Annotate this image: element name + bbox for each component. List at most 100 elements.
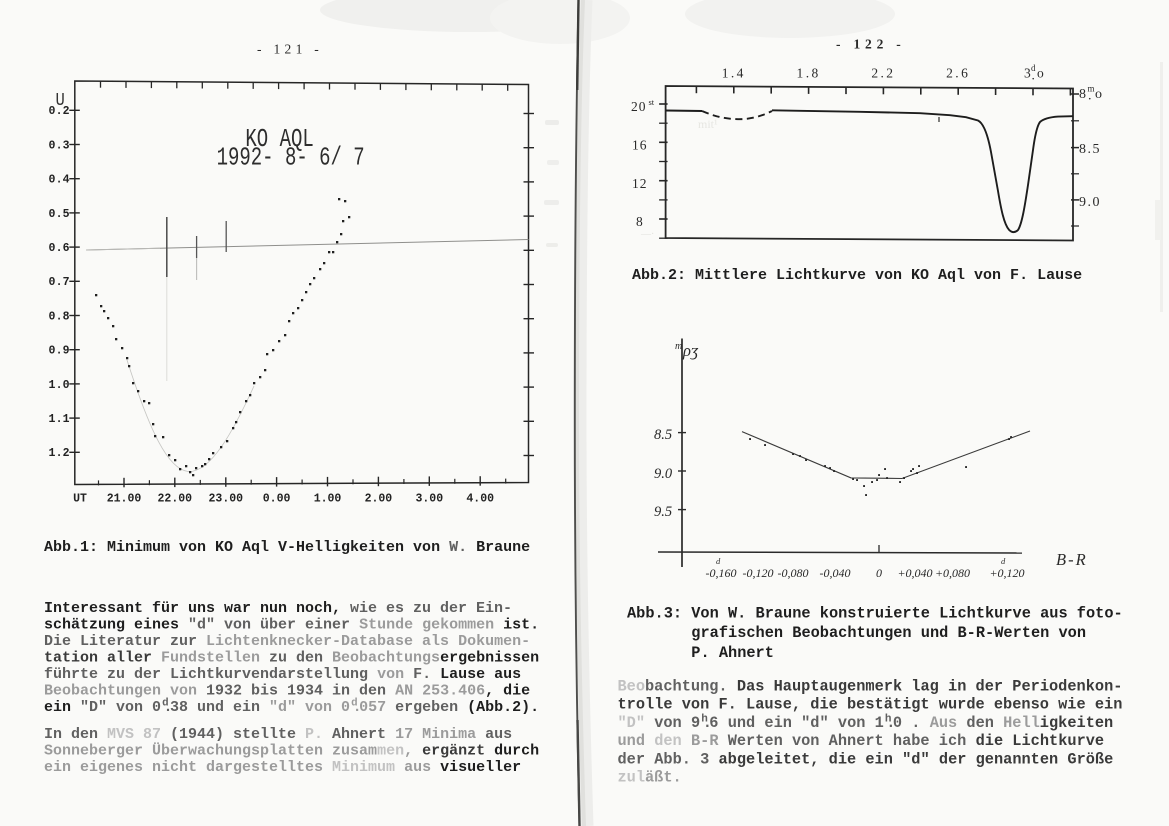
svg-text:der Abb. 3: der Abb. 3: [618, 750, 719, 768]
svg-text:Fundstellen: Fundstellen: [161, 650, 269, 667]
svg-text:.: .: [164, 699, 173, 716]
svg-text:, die: , die: [485, 683, 530, 700]
svg-text:"D": "D": [618, 714, 655, 732]
svg-text:0: 0: [876, 566, 882, 580]
svg-text:trolle von F. Lause, die bestä: trolle von F. Lause, die bestätigt wurde…: [618, 696, 1123, 714]
svg-text:schätzung eines: schätzung eines: [44, 617, 188, 634]
svg-text:U: U: [56, 91, 65, 112]
svg-text:9.0: 9.0: [654, 466, 673, 482]
svg-text:o: o: [1095, 87, 1102, 102]
svg-text:0.5: 0.5: [48, 208, 69, 221]
svg-text:057: 057: [359, 699, 395, 716]
svg-text:zul: zul: [618, 769, 646, 787]
svg-text:"d" von über einer: "d" von über einer: [188, 617, 359, 634]
svg-text:0 .: 0 .: [893, 714, 930, 732]
svg-text:Ahnert: Ahnert: [332, 726, 395, 743]
svg-text:durch: durch: [494, 743, 539, 760]
svg-text:+0,080: +0,080: [935, 566, 970, 580]
svg-text:9.5: 9.5: [654, 504, 672, 520]
svg-text:3: 3: [1024, 66, 1031, 81]
svg-text:1.2: 1.2: [48, 447, 69, 460]
svg-text:23.00: 23.00: [209, 493, 244, 506]
svg-text:0.9: 0.9: [48, 345, 69, 358]
svg-text:1: 1: [875, 714, 884, 732]
svg-text:Abb.3: Von W. Braune konstruie: Abb.3: Von W. Braune konstruierte Lichtk…: [627, 605, 1123, 623]
svg-text:bachtung.: bachtung.: [645, 678, 737, 696]
svg-text:B-R: B-R: [1056, 550, 1088, 569]
svg-text:ein: ein: [44, 699, 80, 716]
svg-text:Beobachtungs: Beobachtungs: [332, 650, 440, 667]
svg-text:nicht: nicht: [152, 759, 206, 776]
svg-text:Beobachtungen von: Beobachtungen von: [44, 683, 206, 700]
svg-text:Stunde gekommen: Stunde gekommen: [359, 617, 503, 634]
svg-text:zusam: zusam: [332, 743, 377, 760]
svg-text:1.8: 1.8: [797, 66, 821, 81]
svg-text:-0,160: -0,160: [706, 566, 737, 580]
svg-text:d: d: [1001, 556, 1006, 566]
svg-text:.: .: [703, 714, 712, 732]
svg-text:igkeiten: igkeiten: [1040, 714, 1113, 732]
svg-text:UT: UT: [73, 493, 87, 506]
svg-text:Lichtkurvendarstellung: Lichtkurvendarstellung: [170, 666, 368, 683]
svg-text:Werten von Ahnert: Werten von Ahnert: [728, 732, 893, 750]
svg-text:men: men: [377, 743, 404, 760]
svg-text:- 121 -: - 121 -: [257, 42, 323, 57]
svg-text:KO AQL: KO AQL: [245, 124, 313, 154]
svg-text:den: den: [966, 714, 1003, 732]
svg-text:h: h: [701, 713, 708, 725]
svg-text:16: 16: [632, 138, 648, 153]
svg-text:- 122 -: - 122 -: [836, 37, 906, 52]
svg-text:8: 8: [636, 214, 643, 229]
svg-text:9.0: 9.0: [1079, 195, 1101, 210]
svg-text:Braune: Braune: [476, 539, 530, 556]
svg-text:0.4: 0.4: [48, 174, 69, 187]
svg-text:Minima: Minima: [422, 726, 485, 743]
svg-text:dargestelltes: dargestelltes: [206, 759, 332, 776]
svg-text:3.00: 3.00: [415, 493, 443, 506]
svg-text:m: m: [1088, 84, 1095, 94]
svg-text:zu den: zu den: [269, 650, 332, 667]
svg-text:1.0: 1.0: [48, 379, 69, 392]
svg-text:-0,080: -0,080: [778, 566, 809, 580]
svg-text:ρʒ: ρʒ: [682, 341, 699, 360]
svg-text:+0,120: +0,120: [989, 566, 1024, 580]
svg-text:.: .: [1088, 89, 1092, 104]
svg-text:Aus: Aus: [930, 714, 967, 732]
svg-text:22.00: 22.00: [158, 493, 193, 506]
svg-text:"D" von 0: "D" von 0: [80, 699, 161, 716]
svg-text:stellte: stellte: [233, 726, 305, 743]
svg-text:Sonneberger: Sonneberger: [44, 743, 152, 760]
svg-text:-0,040: -0,040: [820, 566, 851, 580]
svg-text:F.: F.: [413, 666, 440, 683]
svg-text:Minimum: Minimum: [332, 759, 404, 776]
svg-text:Abb.1: Minimum von KO Aql V-He: Abb.1: Minimum von KO Aql V-Helligkeiten…: [44, 539, 449, 556]
svg-text:4.00: 4.00: [466, 493, 494, 506]
svg-text:Das Hauptaugenmerk lag in der: Das Hauptaugenmerk lag in der Periodenko…: [737, 678, 1123, 696]
svg-text:von: von: [368, 666, 413, 683]
svg-text:,: ,: [404, 743, 422, 760]
svg-text:2.2: 2.2: [871, 66, 895, 81]
svg-text:.: .: [1032, 68, 1035, 83]
svg-text:(1944): (1944): [170, 726, 233, 743]
svg-text:0.8: 0.8: [48, 310, 69, 323]
svg-text:wie es zu der Ein-: wie es zu der Ein-: [350, 600, 512, 617]
svg-text:eigenes: eigenes: [80, 759, 152, 776]
svg-text:8: 8: [1079, 87, 1086, 102]
svg-text:m: m: [675, 341, 682, 352]
svg-text:aus: aus: [485, 726, 512, 743]
svg-text:d: d: [351, 698, 357, 710]
svg-text:den: den: [654, 732, 691, 750]
svg-text:P. Ahnert: P. Ahnert: [691, 644, 774, 662]
svg-text:von: von: [838, 714, 875, 732]
svg-text:und ein "d": und ein "d": [728, 714, 838, 732]
svg-text:Lichtenknecker-Database als: Lichtenknecker-Database als: [206, 633, 458, 650]
svg-text:die Lichtkurve: die Lichtkurve: [976, 732, 1105, 750]
svg-text:9: 9: [691, 714, 700, 732]
svg-text:der genannten Größe: der genannten Größe: [939, 750, 1113, 768]
svg-text:ergänzt: ergänzt: [422, 743, 494, 760]
svg-text:In den: In den: [44, 726, 107, 743]
svg-text:Überwachungsplatten: Überwachungsplatten: [152, 743, 332, 760]
svg-text:MVS 87: MVS 87: [107, 726, 170, 743]
svg-text:B-R: B-R: [691, 732, 728, 750]
svg-text:d: d: [162, 698, 168, 710]
